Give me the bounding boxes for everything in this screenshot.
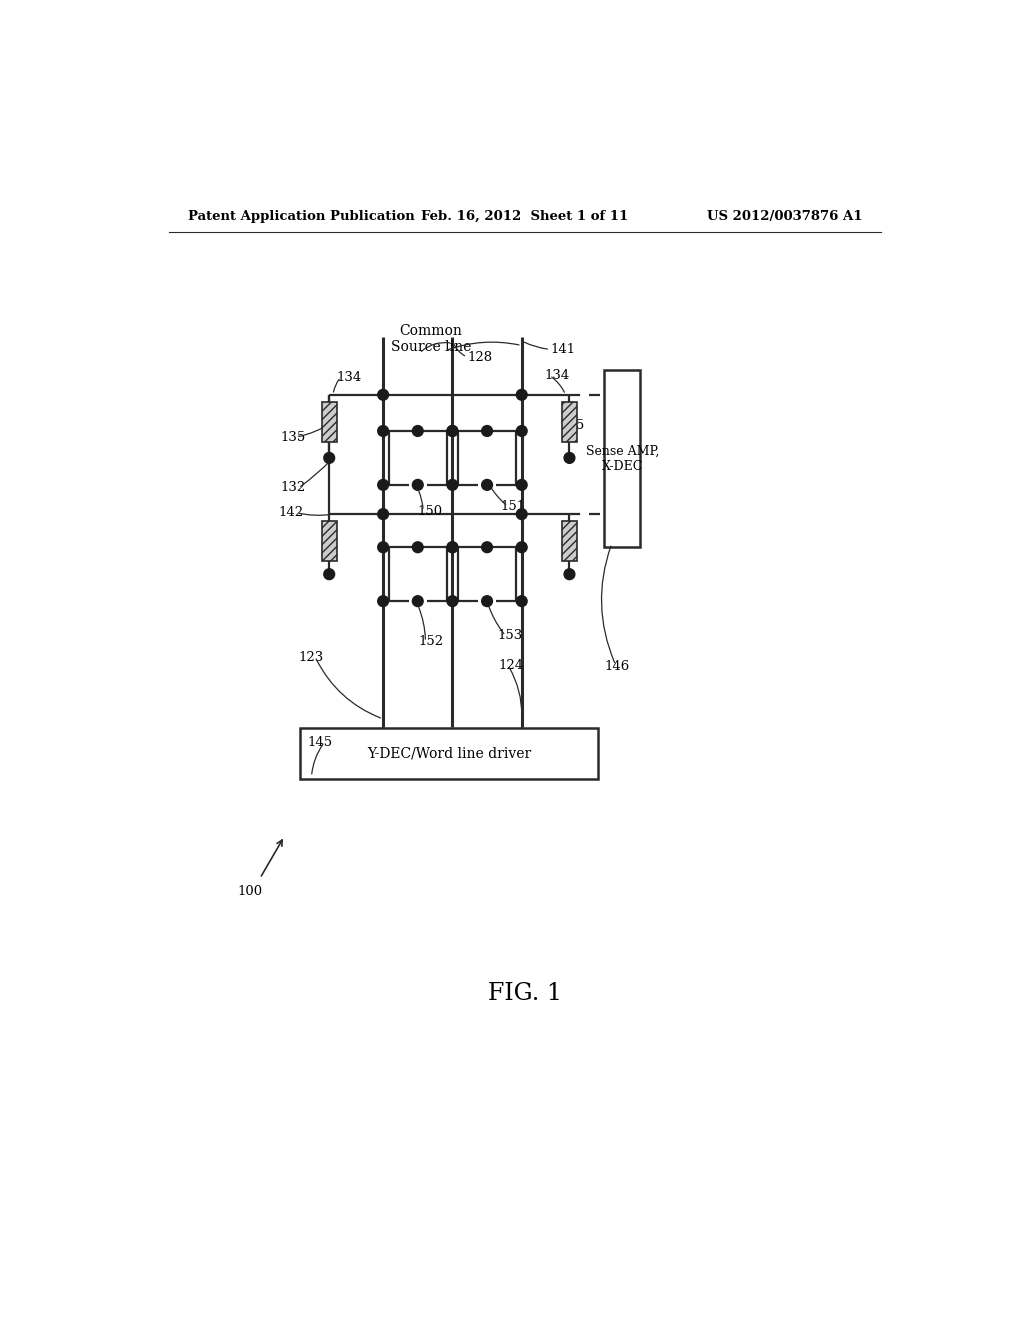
Text: 123: 123 bbox=[298, 651, 324, 664]
Text: Sense AMP,
X-DEC: Sense AMP, X-DEC bbox=[586, 445, 658, 473]
Circle shape bbox=[481, 541, 493, 553]
Circle shape bbox=[516, 508, 527, 520]
Circle shape bbox=[324, 569, 335, 579]
Bar bbox=[604, 370, 640, 548]
Text: Patent Application Publication: Patent Application Publication bbox=[188, 210, 415, 223]
Circle shape bbox=[378, 595, 388, 607]
Bar bbox=[562, 521, 578, 561]
Text: US 2012/0037876 A1: US 2012/0037876 A1 bbox=[707, 210, 862, 223]
Circle shape bbox=[564, 453, 574, 463]
Circle shape bbox=[481, 425, 493, 437]
Text: 134: 134 bbox=[336, 371, 361, 384]
Circle shape bbox=[378, 425, 388, 437]
Text: 153: 153 bbox=[498, 630, 523, 643]
Text: 150: 150 bbox=[417, 504, 442, 517]
Circle shape bbox=[378, 541, 388, 553]
Circle shape bbox=[564, 569, 574, 579]
Text: 145: 145 bbox=[307, 735, 333, 748]
Circle shape bbox=[516, 389, 527, 400]
Text: 135: 135 bbox=[281, 430, 306, 444]
Bar bbox=[322, 521, 337, 561]
Text: 146: 146 bbox=[604, 660, 630, 673]
Circle shape bbox=[481, 479, 493, 490]
Text: 142: 142 bbox=[279, 506, 303, 519]
Bar bbox=[322, 401, 337, 442]
Text: 132: 132 bbox=[280, 482, 305, 495]
Text: 141: 141 bbox=[550, 343, 575, 356]
Text: 152: 152 bbox=[419, 635, 443, 648]
Text: FIG. 1: FIG. 1 bbox=[487, 982, 562, 1006]
Circle shape bbox=[447, 595, 458, 607]
Circle shape bbox=[516, 479, 527, 490]
Circle shape bbox=[413, 541, 423, 553]
Circle shape bbox=[447, 541, 458, 553]
Text: Y-DEC/Word line driver: Y-DEC/Word line driver bbox=[367, 747, 531, 760]
Text: 124: 124 bbox=[499, 659, 523, 672]
Circle shape bbox=[413, 425, 423, 437]
Circle shape bbox=[378, 508, 388, 520]
Circle shape bbox=[516, 541, 527, 553]
Circle shape bbox=[447, 541, 458, 553]
Circle shape bbox=[378, 479, 388, 490]
Bar bbox=[562, 401, 578, 442]
Circle shape bbox=[481, 595, 493, 607]
Text: 135: 135 bbox=[559, 418, 585, 432]
Circle shape bbox=[324, 453, 335, 463]
Circle shape bbox=[413, 479, 423, 490]
Circle shape bbox=[447, 479, 458, 490]
Text: 100: 100 bbox=[238, 884, 262, 898]
Circle shape bbox=[413, 595, 423, 607]
Circle shape bbox=[516, 425, 527, 437]
Text: 134: 134 bbox=[545, 370, 570, 381]
Circle shape bbox=[516, 595, 527, 607]
Circle shape bbox=[378, 389, 388, 400]
Bar bbox=[300, 729, 598, 779]
Circle shape bbox=[447, 425, 458, 437]
Text: 151: 151 bbox=[500, 500, 525, 513]
Text: Common
Source line: Common Source line bbox=[391, 323, 471, 354]
Circle shape bbox=[447, 425, 458, 437]
Text: 128: 128 bbox=[467, 351, 493, 363]
Text: Feb. 16, 2012  Sheet 1 of 11: Feb. 16, 2012 Sheet 1 of 11 bbox=[421, 210, 629, 223]
